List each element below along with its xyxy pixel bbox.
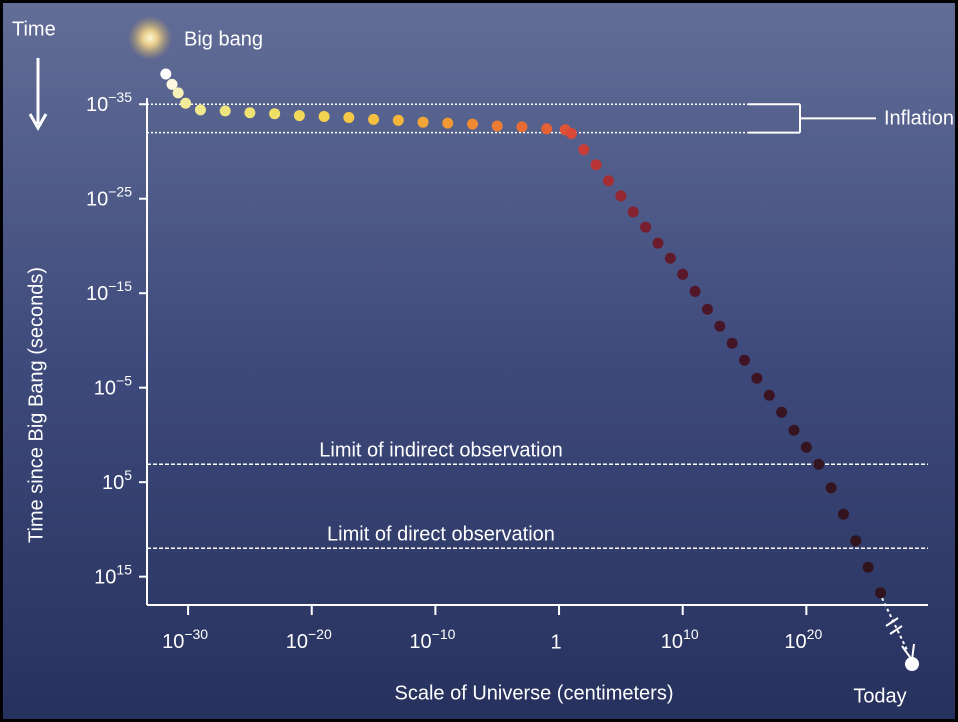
y-tick-label: 10−35 (86, 89, 132, 117)
inflation-label: Inflation (884, 108, 954, 130)
x-tick-label: 10−10 (409, 626, 455, 654)
data-point (578, 144, 590, 156)
data-point (516, 121, 528, 133)
today-arrow-head (901, 643, 915, 663)
data-point (627, 206, 639, 218)
time-arrow (28, 58, 48, 132)
data-point (652, 237, 664, 249)
data-point (219, 105, 231, 117)
y-tick-label: 10−15 (86, 278, 132, 306)
data-point (603, 175, 615, 187)
x-tick-label: 1020 (784, 626, 822, 654)
data-point (343, 111, 355, 123)
data-point (714, 320, 726, 332)
big-bang-glow (128, 16, 172, 60)
data-point (615, 190, 627, 202)
data-point (269, 108, 281, 120)
data-point (194, 104, 206, 116)
x-axis-label: Scale of Universe (centimeters) (395, 682, 674, 704)
big-bang-label: Big bang (184, 28, 263, 50)
data-point (813, 458, 825, 470)
data-point (491, 120, 503, 132)
data-point (318, 111, 330, 123)
y-tick-label: 10−25 (86, 183, 132, 211)
data-point (850, 535, 862, 547)
time-label: Time (12, 18, 56, 40)
data-point (180, 97, 192, 109)
x-tick-label: 1010 (661, 626, 699, 654)
data-point (160, 68, 172, 80)
data-point (825, 482, 837, 494)
data-point (875, 587, 887, 599)
data-point (739, 354, 751, 366)
data-point (392, 114, 404, 126)
data-point (689, 285, 701, 297)
x-tick-label: 1 (550, 631, 561, 653)
data-point (837, 508, 849, 520)
axis-break (885, 617, 903, 635)
x-tick-label: 10−30 (162, 626, 208, 654)
data-point (442, 117, 454, 129)
y-tick-label: 10−5 (94, 372, 132, 400)
data-point (701, 303, 713, 315)
data-point (166, 78, 178, 90)
data-point (800, 441, 812, 453)
data-point (788, 424, 800, 436)
x-tick-label: 10−20 (286, 626, 332, 654)
data-point (677, 268, 689, 280)
reference-label: Limit of indirect observation (319, 440, 562, 462)
data-point (776, 406, 788, 418)
today-arrow (881, 597, 909, 653)
today-dot (905, 657, 919, 671)
data-point (565, 128, 577, 140)
data-point (726, 337, 738, 349)
data-point (466, 118, 478, 130)
today-label: Today (853, 685, 906, 707)
data-point (417, 116, 429, 128)
y-tick-label: 1015 (94, 561, 132, 589)
data-point (640, 221, 652, 233)
background (3, 3, 955, 719)
y-tick-label: 105 (102, 467, 132, 495)
reference-label: Limit of direct observation (327, 524, 555, 546)
data-point (293, 110, 305, 122)
data-point (763, 389, 775, 401)
data-point (664, 252, 676, 264)
data-point (172, 87, 184, 99)
data-point (590, 159, 602, 171)
data-point (751, 372, 763, 384)
data-point (862, 561, 874, 573)
data-point (541, 123, 553, 135)
y-axis-label: Time since Big Bang (seconds) (25, 267, 47, 543)
data-point (244, 107, 256, 119)
data-point (368, 113, 380, 125)
